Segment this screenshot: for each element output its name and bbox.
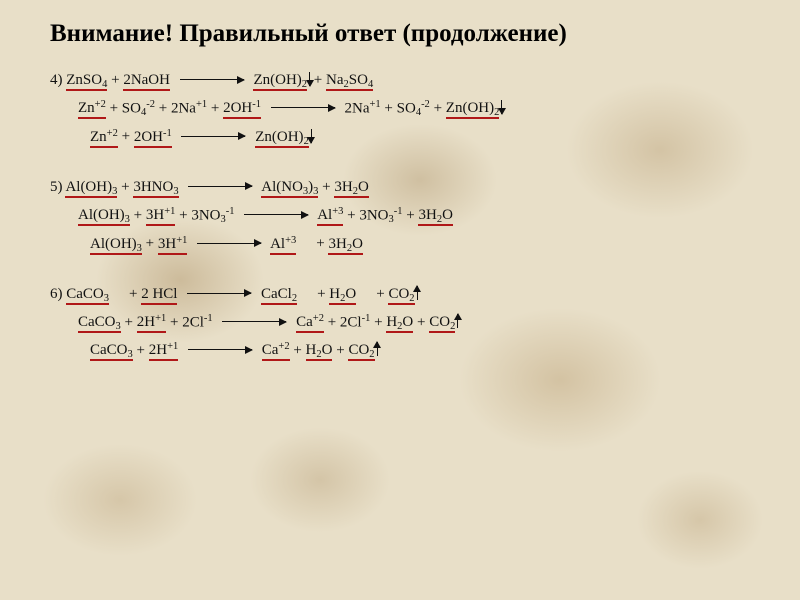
- net-ionic-equation: CaCO3 + 2H+1 Ca+2 + H2O + CO2: [50, 336, 750, 364]
- slide: Внимание! Правильный ответ (продолжение)…: [0, 0, 800, 406]
- reaction-block-6: 6) CaCO3+ 2 HCl CaCl2+ H2O+ CO2 CaCO3 + …: [50, 280, 750, 365]
- reaction-arrow: [222, 321, 286, 322]
- page-title: Внимание! Правильный ответ (продолжение): [50, 20, 750, 48]
- reaction-arrow: [271, 107, 335, 108]
- reaction-arrow: [188, 186, 252, 187]
- molecular-equation: 6) CaCO3+ 2 HCl CaCl2+ H2O+ CO2: [50, 280, 750, 308]
- reaction-block-5: 5) Al(OH)3 + 3HNO3 Al(NO3)3 + 3H2O Al(OH…: [50, 173, 750, 258]
- net-ionic-equation: Al(OH)3 + 3H+1 Al+3+ 3H2O: [50, 229, 750, 257]
- reaction-arrow: [181, 136, 245, 137]
- block-label: 4): [50, 72, 63, 88]
- molecular-equation: 4) ZnSO4 + 2NaOH Zn(OH)2 + Na2SO4: [50, 66, 750, 94]
- block-label: 6): [50, 286, 63, 302]
- reaction-arrow: [244, 214, 308, 215]
- precipitate-arrow: [501, 100, 502, 114]
- net-ionic-equation: Zn+2 + 2OH-1 Zn(OH)2: [50, 122, 750, 150]
- full-ionic-equation: Zn+2 + SO4-2 + 2Na+1 + 2OH-1 2Na+1 + SO4…: [50, 94, 750, 122]
- precipitate-arrow: [309, 72, 310, 86]
- reaction-arrow: [180, 79, 244, 80]
- gas-arrow: [457, 314, 458, 328]
- gas-arrow: [417, 286, 418, 300]
- precipitate-arrow: [311, 129, 312, 143]
- reaction-arrow: [197, 243, 261, 244]
- reaction-block-4: 4) ZnSO4 + 2NaOH Zn(OH)2 + Na2SO4 Zn+2 +…: [50, 66, 750, 151]
- block-label: 5): [50, 179, 63, 195]
- reaction-arrow: [187, 293, 251, 294]
- molecular-equation: 5) Al(OH)3 + 3HNO3 Al(NO3)3 + 3H2O: [50, 173, 750, 201]
- full-ionic-equation: Al(OH)3 + 3H+1 + 3NO3-1 Al+3 + 3NO3-1 + …: [50, 201, 750, 229]
- reaction-arrow: [188, 349, 252, 350]
- gas-arrow: [377, 342, 378, 356]
- full-ionic-equation: CaCO3 + 2H+1 + 2Cl-1 Ca+2 + 2Cl-1 + H2O …: [50, 308, 750, 336]
